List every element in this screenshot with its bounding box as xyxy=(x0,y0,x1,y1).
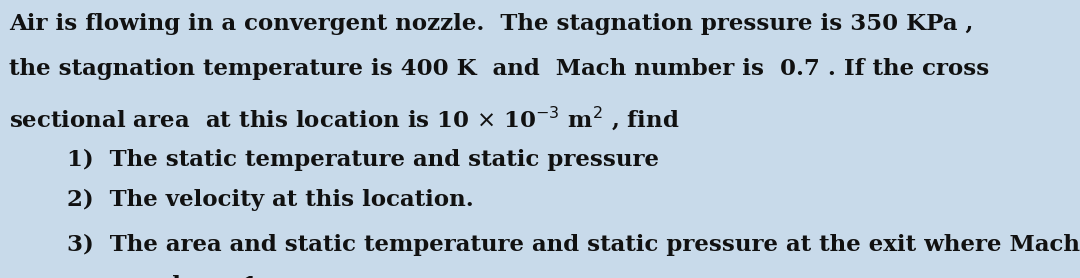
Text: number =1: number =1 xyxy=(67,275,258,278)
Text: the stagnation temperature is 400 K  and  Mach number is  0.7 . If the cross: the stagnation temperature is 400 K and … xyxy=(9,58,989,80)
Text: 2)  The velocity at this location.: 2) The velocity at this location. xyxy=(67,189,474,211)
Text: 3)  The area and static temperature and static pressure at the exit where Mach: 3) The area and static temperature and s… xyxy=(67,234,1080,255)
Text: sectional area  at this location is 10 $\times$ 10$^{-3}$ m$^{2}$ , find: sectional area at this location is 10 $\… xyxy=(9,104,679,132)
Text: 1)  The static temperature and static pressure: 1) The static temperature and static pre… xyxy=(67,149,659,171)
Text: Air is flowing in a convergent nozzle.  The stagnation pressure is 350 KPa ,: Air is flowing in a convergent nozzle. T… xyxy=(9,13,973,34)
